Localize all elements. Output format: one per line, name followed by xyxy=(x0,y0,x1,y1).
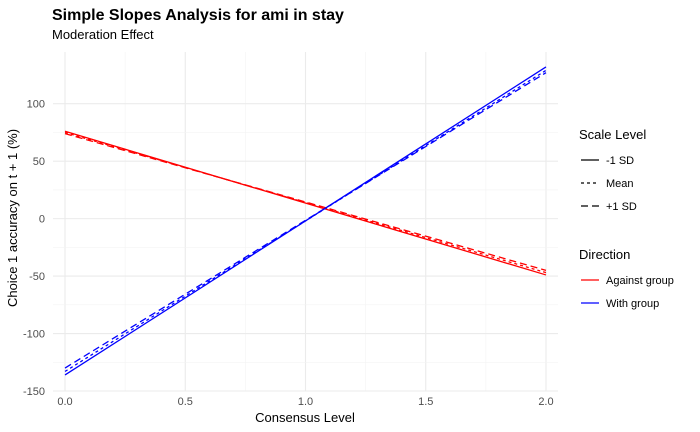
y-tick-label: -50 xyxy=(29,271,45,283)
series-line xyxy=(64,130,547,276)
x-tick-label: 1.5 xyxy=(418,396,433,408)
y-tick-label: 50 xyxy=(33,156,45,168)
legends: Scale Level -1 SD Mean +1 SD Direction Agains… xyxy=(579,127,674,310)
y-tick-label: 0 xyxy=(39,214,45,226)
y-tick-label: -100 xyxy=(23,329,45,341)
chart-title: Simple Slopes Analysis for ami in stay xyxy=(52,7,344,24)
y-axis-ticks: -150 -100 -50 0 50 100 xyxy=(23,99,45,398)
x-tick-label: 1.0 xyxy=(298,396,313,408)
series-lines xyxy=(64,66,547,376)
x-axis-label: Consensus Level xyxy=(255,410,355,425)
legend-label: Mean xyxy=(606,178,634,190)
legend-label: Against group xyxy=(606,275,674,287)
x-tick-label: 0.5 xyxy=(178,396,193,408)
x-tick-label: 0.0 xyxy=(57,396,72,408)
legend-title: Scale Level xyxy=(579,127,646,142)
series-line xyxy=(64,132,547,271)
y-axis-label: Choice 1 accuracy on t + 1 (%) xyxy=(5,129,20,307)
legend-linetype: Scale Level -1 SD Mean +1 SD xyxy=(579,127,646,213)
legend-color: Direction Against group With group xyxy=(579,247,674,310)
grid xyxy=(53,52,558,392)
legend-label: -1 SD xyxy=(606,155,634,167)
y-tick-label: 100 xyxy=(27,99,45,111)
y-tick-label: -150 xyxy=(23,386,45,398)
legend-label: +1 SD xyxy=(606,201,637,213)
series-line xyxy=(64,72,547,369)
x-tick-label: 2.0 xyxy=(538,396,553,408)
chart-subtitle: Moderation Effect xyxy=(52,27,154,42)
legend-label: With group xyxy=(606,298,659,310)
x-axis-ticks: 0.0 0.5 1.0 1.5 2.0 xyxy=(57,396,553,408)
legend-title: Direction xyxy=(579,247,630,262)
